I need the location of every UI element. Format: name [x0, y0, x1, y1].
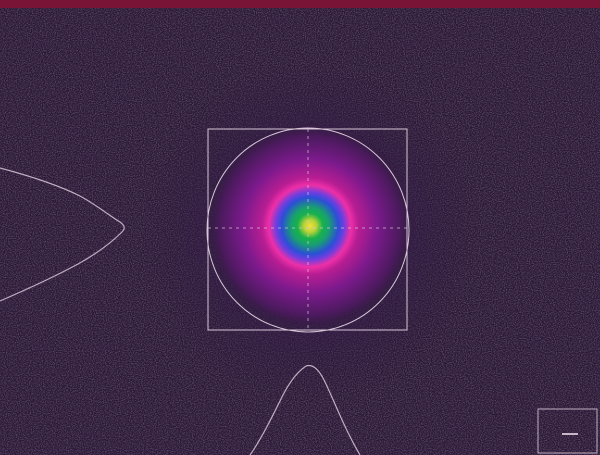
- beam-image-svg: [0, 8, 600, 455]
- camera-frame[interactable]: [0, 8, 600, 455]
- overview-window-icon[interactable]: [537, 408, 598, 454]
- beam-spot-icon: [205, 121, 415, 331]
- horizontal-profile-icon: [0, 167, 125, 302]
- ellipse-fit-icon: [206, 127, 410, 333]
- vertical-profile-icon: [249, 364, 361, 455]
- top-bar: [0, 0, 600, 8]
- crosshair-icon: [208, 129, 407, 330]
